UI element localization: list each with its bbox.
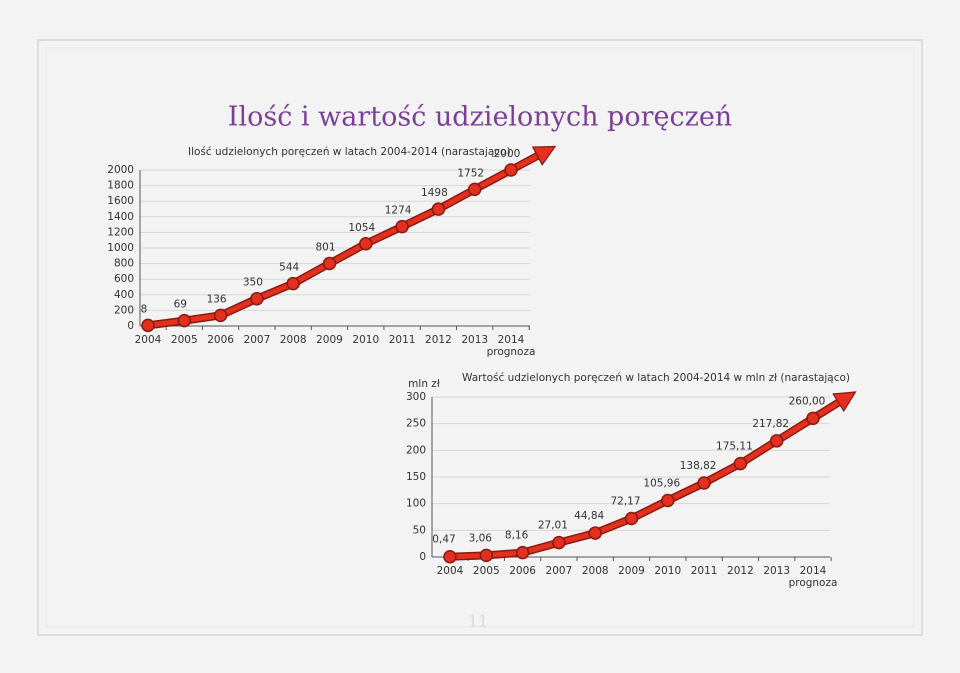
data-label: 69: [174, 299, 187, 311]
y-tick-label: 600: [114, 273, 134, 285]
data-label: 27,01: [538, 520, 568, 532]
y-tick-label: 50: [413, 524, 426, 536]
y-tick-label: 150: [406, 471, 426, 483]
data-label: 44,84: [574, 510, 604, 522]
y-axis-label: mln zł: [408, 378, 440, 390]
x-tick-label: 2004: [437, 565, 464, 577]
x-tick-label: 2011: [389, 334, 416, 346]
x-tick-label: 2013: [461, 334, 488, 346]
point: [431, 202, 446, 216]
frame: [37, 39, 923, 636]
x-tick-note: prognoza: [487, 346, 536, 358]
data-label: 136: [207, 293, 227, 305]
point: [588, 526, 602, 540]
point: [213, 308, 228, 323]
data-label: 72,17: [610, 496, 640, 508]
data-label: 0,47: [432, 534, 455, 546]
data-label: 175,11: [716, 441, 753, 453]
x-tick-label: 2009: [316, 334, 343, 346]
data-label: 8,16: [505, 530, 529, 542]
data-label: 1274: [385, 205, 412, 217]
point: [395, 219, 409, 234]
point: [661, 493, 675, 508]
x-tick-label: 2013: [763, 565, 790, 577]
chart-title: Wartość udzielonych poręczeń w latach 20…: [462, 372, 850, 384]
data-label: 8: [141, 303, 148, 315]
x-tick-label: 2005: [171, 334, 198, 346]
x-tick-label: 2004: [135, 334, 162, 346]
point: [806, 411, 820, 426]
y-tick-label: 1200: [107, 226, 134, 238]
x-tick-label: 2006: [207, 334, 234, 346]
x-tick-label: 2006: [509, 565, 536, 577]
point: [479, 548, 494, 563]
x-tick-label: 2011: [691, 565, 718, 577]
data-label: 3,06: [469, 532, 493, 544]
x-tick-label: 2014: [800, 565, 827, 577]
x-tick-label: 2009: [618, 565, 645, 577]
y-tick-label: 1800: [107, 180, 134, 192]
point: [697, 476, 711, 490]
data-label: 260,00: [789, 395, 826, 407]
point: [515, 545, 530, 560]
frame-inner: [45, 47, 915, 628]
y-tick-label: 1000: [107, 242, 134, 254]
data-label: 1752: [457, 167, 484, 179]
data-label: 801: [315, 242, 335, 254]
x-tick-label: 2007: [546, 565, 573, 577]
y-tick-label: 2000: [107, 164, 134, 176]
point: [624, 511, 639, 526]
point: [552, 535, 566, 550]
point: [443, 549, 457, 564]
y-tick-label: 200: [406, 444, 426, 456]
x-tick-label: 2012: [425, 334, 452, 346]
x-tick-label: 2014: [498, 334, 525, 346]
point: [733, 456, 748, 471]
y-tick-label: 0: [419, 551, 426, 563]
x-tick-note: prognoza: [789, 577, 838, 589]
point: [286, 276, 300, 291]
data-label: 350: [243, 277, 263, 289]
x-tick-label: 2005: [473, 565, 500, 577]
y-tick-label: 0: [127, 320, 134, 332]
x-tick-label: 2012: [727, 565, 754, 577]
x-tick-label: 2008: [582, 565, 609, 577]
y-tick-label: 800: [114, 258, 134, 270]
point: [141, 318, 155, 333]
data-label: 1498: [421, 187, 448, 199]
point: [177, 313, 192, 328]
y-tick-label: 200: [114, 304, 134, 316]
y-tick-label: 1600: [107, 195, 134, 207]
point: [250, 291, 264, 306]
arrow-head: [531, 145, 557, 166]
chart-title: Ilość udzielonych poręczeń w latach 2004…: [188, 146, 511, 158]
point: [359, 237, 373, 251]
data-label: 1054: [348, 222, 375, 234]
y-tick-label: 400: [114, 289, 134, 301]
data-label: 544: [279, 262, 299, 274]
point: [769, 434, 784, 448]
data-label: 105,96: [643, 477, 680, 489]
point: [504, 163, 518, 177]
point: [467, 182, 482, 197]
y-tick-label: 100: [406, 498, 426, 510]
y-tick-label: 250: [406, 418, 426, 430]
data-label: 217,82: [752, 418, 789, 430]
data-label: 2000: [494, 148, 521, 160]
point: [322, 256, 337, 271]
x-tick-label: 2010: [352, 334, 379, 346]
x-tick-label: 2010: [654, 565, 681, 577]
x-tick-label: 2007: [244, 334, 271, 346]
page-title: Ilość i wartość udzielonych poręczeń: [228, 102, 732, 133]
y-tick-label: 300: [406, 391, 426, 403]
arrow-head: [832, 391, 857, 413]
page-number: 11: [468, 612, 488, 631]
x-tick-label: 2008: [280, 334, 307, 346]
data-label: 138,82: [680, 460, 717, 472]
y-tick-label: 1400: [107, 211, 134, 223]
